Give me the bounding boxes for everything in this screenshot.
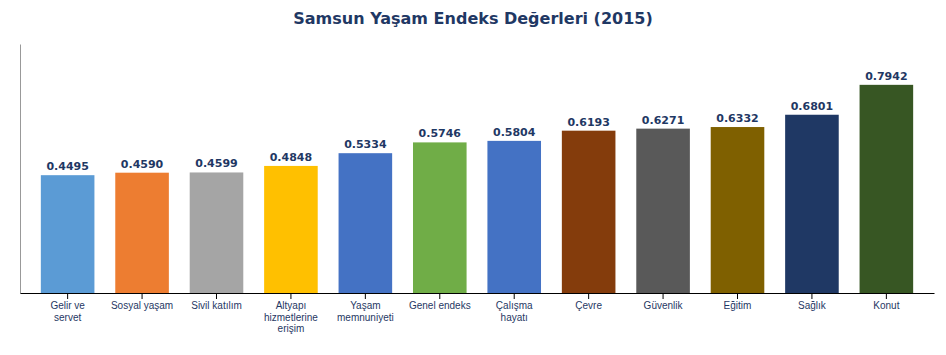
x-tick: Konut [873,293,899,311]
x-tick-mark [514,293,515,299]
x-axis-line [21,293,935,294]
x-tick: Genel endeks [409,293,471,311]
bar [562,131,616,293]
x-tick: Çalışmahayatı [496,293,533,323]
bar [339,153,393,293]
x-tick-label-line: Sosyal yaşam [111,300,173,311]
x-tick-mark [439,293,440,299]
x-tick-mark [67,293,68,299]
x-tick-label-line: Genel endeks [409,300,471,311]
x-tick-label: Sağlık [798,300,827,311]
x-tick-mark [737,293,738,299]
data-label: 0.6193 [567,116,609,129]
x-tick-mark [365,293,366,299]
x-tick-label-line: hizmetlerine [264,312,318,323]
data-label: 0.4495 [46,160,88,173]
x-tick-label-line: memnuniyeti [337,312,394,323]
x-tick-mark [290,293,291,299]
data-label: 0.4848 [270,151,312,164]
bar [711,127,765,293]
bar [115,173,169,293]
x-tick-label: Çevre [575,300,602,311]
data-label: 0.4599 [195,157,237,170]
bars [41,85,913,293]
y-axis [20,45,21,294]
bar [264,166,318,293]
x-tick-label-line: Güvenlik [644,300,684,311]
x-tick-mark [216,293,217,299]
x-tick-label-line: hayatı [501,312,528,323]
x-tick-label-line: Sağlık [798,300,827,311]
bar [190,172,244,293]
x-tick-mark [886,293,887,299]
x-axis: Gelir veservet Sosyal yaşam Sivil katılım A… [21,293,935,334]
x-tick: Güvenlik [644,293,684,311]
x-tick-label: Güvenlik [644,300,684,311]
x-tick-label: Sivil katılım [191,300,242,311]
y-axis-line [20,45,21,294]
x-tick: Sağlık [798,293,827,311]
bar [636,129,690,293]
x-tick-label-line: Çalışma [496,300,533,311]
x-tick-label-line: Sivil katılım [191,300,242,311]
data-label: 0.5334 [344,138,387,151]
x-tick: Sosyal yaşam [111,293,173,311]
bar [860,85,914,293]
x-tick-label-line: servet [54,312,81,323]
x-tick-mark [663,293,664,299]
x-tick: Yaşammemnuniyeti [337,293,394,323]
x-tick: Eğitim [724,293,752,311]
bar [487,141,541,293]
x-tick-label-line: Altyapı [276,300,307,311]
x-tick-label-line: Konut [873,300,899,311]
x-tick-label-line: erişim [278,323,305,334]
bar [41,175,95,293]
x-tick: Çevre [575,293,602,311]
data-label: 0.6801 [791,100,833,113]
plot: Gelir veservet Sosyal yaşam Sivil katılım A… [21,45,935,335]
chart: Samsun Yaşam Endeks Değerleri (2015) Geli… [0,0,946,355]
data-label: 0.5804 [493,126,536,139]
x-tick-label-line: Eğitim [724,300,752,311]
x-tick-mark [811,293,812,299]
title: Samsun Yaşam Endeks Değerleri (2015) [293,9,652,28]
x-tick-label: Sosyal yaşam [111,300,173,311]
x-tick-mark [142,293,143,299]
data-label: 0.4590 [121,158,164,171]
bar [413,142,467,293]
bar [785,115,839,293]
x-tick-label-line: Çevre [575,300,602,311]
x-tick-label-line: Gelir ve [50,300,85,311]
x-tick-label: Çalışmahayatı [496,300,533,323]
data-label: 0.5746 [419,127,462,140]
x-tick-label: Eğitim [724,300,752,311]
x-tick: Sivil katılım [191,293,242,311]
data-label: 0.7942 [865,70,907,83]
x-tick: Altyapıhizmetlerineerişim [264,293,318,334]
x-tick-label-line: Yaşam [350,300,380,311]
x-tick-label: Altyapıhizmetlerineerişim [264,300,318,334]
x-tick-label: Gelir veservet [50,300,85,323]
x-tick-mark [588,293,589,299]
data-label: 0.6271 [642,114,684,127]
x-tick-label: Konut [873,300,899,311]
x-tick-label: Genel endeks [409,300,471,311]
data-labels: 0.4495 0.4590 0.4599 0.4848 0.5334 0.5746 0.58… [46,70,907,173]
x-tick: Gelir veservet [50,293,85,323]
x-tick-label: Yaşammemnuniyeti [337,300,394,323]
data-label: 0.6332 [716,112,758,125]
